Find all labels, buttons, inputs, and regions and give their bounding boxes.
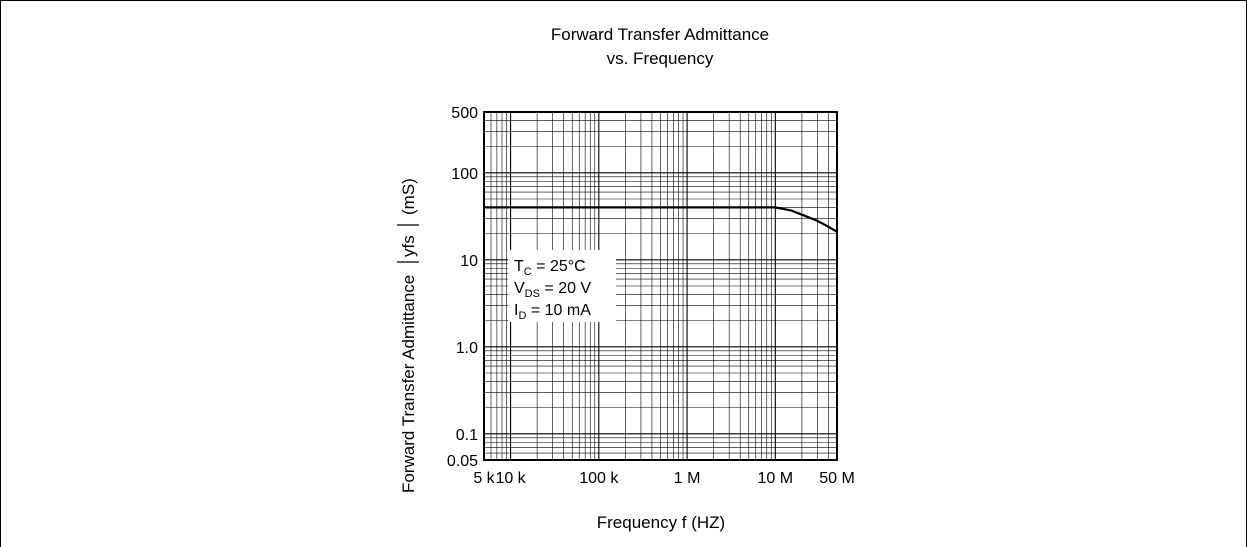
y-axis-label-prefix: Forward Transfer Admittance xyxy=(399,275,418,493)
x-tick-label: 10 M xyxy=(758,470,794,487)
y-tick-label: 0.1 xyxy=(456,427,478,444)
condition-id: ID = 10 mA xyxy=(514,302,591,322)
x-tick-label: 5 k xyxy=(473,470,495,487)
condition-vds-rest: = 20 V xyxy=(540,280,591,297)
y-axis-label-symbol: yfs xyxy=(399,235,418,257)
x-tick-label: 50 M xyxy=(819,470,855,487)
y-tick-labels: 0.05 0.1 1.0 10 100 500 xyxy=(447,105,478,470)
y-axis-label: Forward Transfer Admittance yfs (mS) xyxy=(397,178,419,493)
condition-tc: TC = 25°C xyxy=(514,258,586,278)
condition-vds-main: V xyxy=(514,280,525,297)
condition-vds-sub: DS xyxy=(525,288,540,300)
y-tick-label: 100 xyxy=(451,166,478,183)
conditions-annotation: TC = 25°C VDS = 20 V ID = 10 mA xyxy=(508,250,616,322)
series-line xyxy=(484,206,838,233)
condition-id-sub: D xyxy=(518,310,526,322)
condition-id-rest: = 10 mA xyxy=(526,302,591,319)
x-tick-label: 10 k xyxy=(495,470,526,487)
condition-vds: VDS = 20 V xyxy=(514,280,591,300)
y-tick-label: 10 xyxy=(460,253,478,270)
condition-tc-rest: = 25°C xyxy=(532,258,586,275)
condition-tc-sub: C xyxy=(524,266,532,278)
x-axis-label: Frequency f (HZ) xyxy=(597,513,725,532)
plot-area-border xyxy=(483,111,838,461)
x-tick-labels: 5 k 10 k 100 k 1 M 10 M 50 M xyxy=(473,470,854,487)
y-tick-label: 0.05 xyxy=(447,453,478,470)
chart-subtitle: vs. Frequency xyxy=(607,49,714,68)
condition-id-main: I xyxy=(514,302,518,319)
condition-tc-main: T xyxy=(514,258,524,275)
chart-title: Forward Transfer Admittance xyxy=(551,25,769,44)
x-tick-label: 1 M xyxy=(674,470,701,487)
y-tick-label: 1.0 xyxy=(456,340,478,357)
x-tick-label: 100 k xyxy=(579,470,619,487)
y-axis-label-unit: (mS) xyxy=(399,178,418,215)
series-layer xyxy=(484,206,838,233)
conditions-box xyxy=(508,250,616,322)
y-tick-label: 500 xyxy=(451,105,478,122)
